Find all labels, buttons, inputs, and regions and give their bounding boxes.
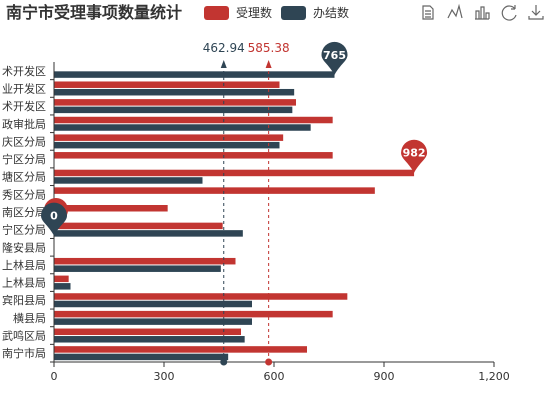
category-label-4: 上林县局 — [2, 276, 46, 290]
average-accepted-label: 585.38 — [248, 41, 290, 55]
bar-completed-7[interactable] — [54, 230, 243, 237]
x-tick-label-0: 0 — [51, 370, 58, 383]
bar-accepted-4[interactable] — [54, 275, 69, 283]
category-label-8: 南区分局 — [2, 206, 46, 219]
bar-completed-14[interactable] — [54, 106, 293, 114]
chart-title: 南宁市受理事项数量统计 — [6, 3, 182, 22]
bar-accepted-14[interactable] — [54, 99, 296, 106]
category-label-7: 宁区分局 — [2, 223, 46, 237]
category-label-16: 术开发区 — [2, 64, 46, 78]
legend[interactable]: 受理数 办结数 — [204, 5, 349, 20]
category-label-14: 术开发区 — [2, 99, 46, 113]
bar-accepted-15[interactable] — [54, 81, 280, 88]
category-label-13: 政审批局 — [2, 117, 46, 131]
bar-completed-5[interactable] — [54, 265, 221, 272]
bar-completed-3[interactable] — [54, 300, 252, 308]
max-accepted-pin — [401, 139, 428, 173]
bar-completed-4[interactable] — [54, 283, 71, 290]
legend-swatch-1[interactable] — [281, 6, 306, 20]
category-label-0: 南宁市局 — [2, 346, 46, 360]
category-label-2: 横县局 — [13, 311, 46, 325]
average-completed-arrow — [220, 60, 227, 68]
category-label-11: 宁区分局 — [2, 152, 46, 166]
category-label-1: 武鸣区局 — [2, 329, 46, 343]
legend-label-1[interactable]: 办结数 — [313, 5, 349, 20]
bar-completed-10[interactable] — [54, 177, 203, 184]
average-accepted-arrow — [265, 60, 272, 68]
category-label-15: 业开发区 — [2, 81, 46, 95]
average-completed-label: 462.94 — [203, 41, 245, 55]
average-completed-dot — [220, 358, 228, 366]
marks: 462.94 585.38 765 982 0 — [41, 41, 428, 366]
x-tick-label-4: 1,200 — [478, 370, 510, 383]
category-label-10: 塘区分局 — [2, 170, 46, 184]
data-view-icon[interactable] — [422, 5, 434, 20]
bar-completed-12[interactable] — [54, 141, 280, 149]
toolbox[interactable] — [422, 3, 544, 21]
min-completed-pin-label: 0 — [50, 210, 58, 223]
bars — [54, 71, 415, 361]
x-tick-label-3: 900 — [374, 370, 395, 383]
legend-swatch-0[interactable] — [204, 6, 229, 20]
category-label-12: 庆区分局 — [2, 134, 46, 148]
bar-accepted-12[interactable] — [54, 134, 284, 141]
line-chart-icon[interactable] — [447, 3, 463, 19]
bar-accepted-9[interactable] — [54, 187, 375, 194]
bar-completed-2[interactable] — [54, 318, 252, 325]
max-completed-pin — [321, 41, 348, 75]
restore-icon[interactable] — [501, 5, 517, 21]
x-tick-label-1: 300 — [154, 370, 175, 383]
bar-accepted-13[interactable] — [54, 116, 333, 124]
bar-completed-0[interactable] — [54, 353, 229, 361]
save-image-icon[interactable] — [528, 5, 544, 20]
bar-completed-1[interactable] — [54, 336, 245, 343]
category-label-3: 宾阳县局 — [2, 293, 46, 307]
bar-accepted-11[interactable] — [54, 152, 333, 159]
bar-accepted-2[interactable] — [54, 310, 333, 318]
bar-accepted-1[interactable] — [54, 328, 241, 336]
max-completed-pin-label: 765 — [323, 49, 346, 62]
bar-completed-16[interactable] — [54, 71, 335, 78]
bar-accepted-3[interactable] — [54, 293, 348, 300]
max-accepted-pin-label: 982 — [403, 147, 426, 160]
category-label-9: 秀区分局 — [2, 188, 46, 201]
legend-label-0[interactable]: 受理数 — [236, 5, 272, 20]
min-completed-pin — [41, 202, 67, 236]
bar-accepted-5[interactable] — [54, 257, 236, 265]
axes: 南宁市局武鸣区局横县局宾阳县局上林县局上林县局隆安县局宁区分局南区分局秀区分局塘… — [2, 62, 510, 383]
average-accepted-dot — [265, 358, 273, 366]
category-label-6: 隆安县局 — [2, 240, 46, 254]
bar-completed-13[interactable] — [54, 124, 311, 131]
bar-chart-icon[interactable] — [475, 6, 490, 20]
x-tick-label-2: 600 — [264, 370, 285, 383]
bar-accepted-7[interactable] — [54, 222, 223, 230]
category-label-5: 上林县局 — [2, 258, 46, 272]
bar-completed-15[interactable] — [54, 88, 295, 96]
bar-accepted-8[interactable] — [54, 205, 168, 212]
bar-accepted-0[interactable] — [54, 346, 307, 353]
bar-accepted-10[interactable] — [54, 169, 415, 177]
